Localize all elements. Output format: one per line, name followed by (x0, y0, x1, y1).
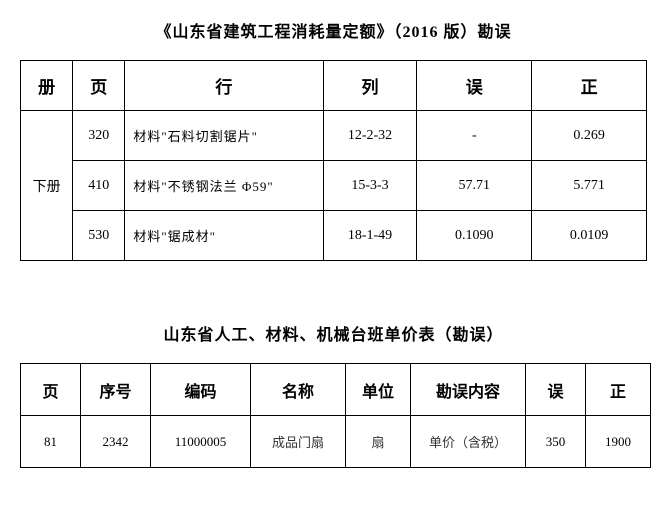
col-header-row: 行 (125, 61, 323, 111)
table2-title: 山东省人工、材料、机械台班单价表（勘误） (20, 321, 647, 345)
cell-page2: 81 (21, 416, 81, 468)
table1-title: 《山东省建筑工程消耗量定额》（2016 版）勘误 (20, 18, 647, 42)
errata-table-1: 册 页 行 列 误 正 下册 320 材料"石料切割锯片" 12-2-32 - … (20, 60, 647, 261)
cell-correct: 0.269 (532, 111, 647, 161)
col-header-correct: 正 (532, 61, 647, 111)
cell-column: 12-2-32 (323, 111, 417, 161)
cell-error: 0.1090 (417, 211, 532, 261)
col-header-page: 页 (73, 61, 125, 111)
col-header-seq: 序号 (81, 364, 151, 416)
table-row: 下册 320 材料"石料切割锯片" 12-2-32 - 0.269 (21, 111, 647, 161)
col-header-volume: 册 (21, 61, 73, 111)
col-header-code: 编码 (151, 364, 251, 416)
col-header-correct2: 正 (586, 364, 651, 416)
cell-row-desc: 材料"不锈钢法兰 Φ59" (125, 161, 323, 211)
cell-volume: 下册 (21, 111, 73, 261)
table2-header-row: 页 序号 编码 名称 单位 勘误内容 误 正 (21, 364, 651, 416)
cell-column: 18-1-49 (323, 211, 417, 261)
cell-row-desc: 材料"石料切割锯片" (125, 111, 323, 161)
cell-code: 11000005 (151, 416, 251, 468)
cell-page: 320 (73, 111, 125, 161)
col-header-page2: 页 (21, 364, 81, 416)
col-header-content: 勘误内容 (411, 364, 526, 416)
cell-error: 57.71 (417, 161, 532, 211)
cell-page: 410 (73, 161, 125, 211)
table1-header-row: 册 页 行 列 误 正 (21, 61, 647, 111)
cell-error: - (417, 111, 532, 161)
cell-error2: 350 (526, 416, 586, 468)
cell-seq: 2342 (81, 416, 151, 468)
cell-page: 530 (73, 211, 125, 261)
cell-row-desc: 材料"锯成材" (125, 211, 323, 261)
cell-column: 15-3-3 (323, 161, 417, 211)
table-row: 410 材料"不锈钢法兰 Φ59" 15-3-3 57.71 5.771 (21, 161, 647, 211)
col-header-error: 误 (417, 61, 532, 111)
cell-correct2: 1900 (586, 416, 651, 468)
col-header-unit: 单位 (346, 364, 411, 416)
col-header-name: 名称 (251, 364, 346, 416)
cell-name: 成品门扇 (251, 416, 346, 468)
cell-content: 单价（含税） (411, 416, 526, 468)
col-header-column: 列 (323, 61, 417, 111)
table-row: 530 材料"锯成材" 18-1-49 0.1090 0.0109 (21, 211, 647, 261)
errata-table-2: 页 序号 编码 名称 单位 勘误内容 误 正 81 2342 11000005 … (20, 363, 651, 468)
cell-correct: 5.771 (532, 161, 647, 211)
col-header-error2: 误 (526, 364, 586, 416)
cell-correct: 0.0109 (532, 211, 647, 261)
cell-unit: 扇 (346, 416, 411, 468)
table-row: 81 2342 11000005 成品门扇 扇 单价（含税） 350 1900 (21, 416, 651, 468)
